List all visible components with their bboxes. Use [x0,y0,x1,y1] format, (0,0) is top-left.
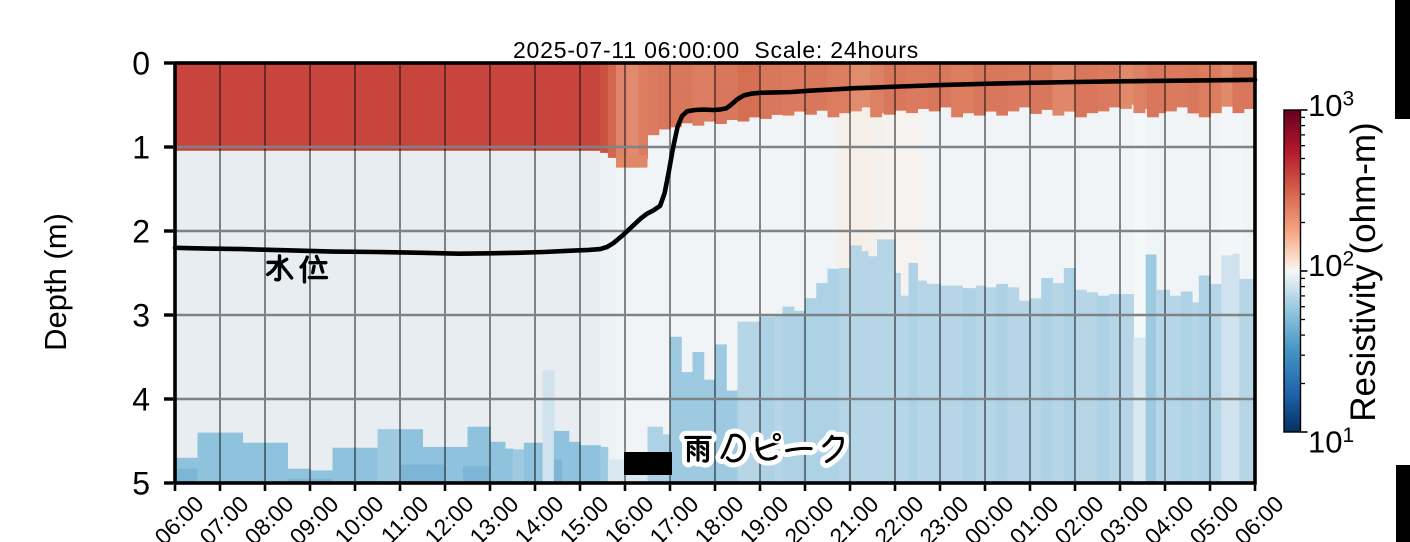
svg-text:1: 1 [132,130,150,166]
svg-text:5: 5 [132,466,150,502]
svg-text:0: 0 [132,46,150,82]
svg-text:Depth (m): Depth (m) [38,213,73,351]
svg-text:2025-07-11 06:00:00 Scale: 24: 2025-07-11 06:00:00 Scale: 24hours [513,37,919,63]
svg-text:4: 4 [132,382,150,418]
svg-text:Resistivity (ohm-m): Resistivity (ohm-m) [1344,122,1383,421]
svg-text:3: 3 [132,298,150,334]
svg-text:2: 2 [132,214,150,250]
